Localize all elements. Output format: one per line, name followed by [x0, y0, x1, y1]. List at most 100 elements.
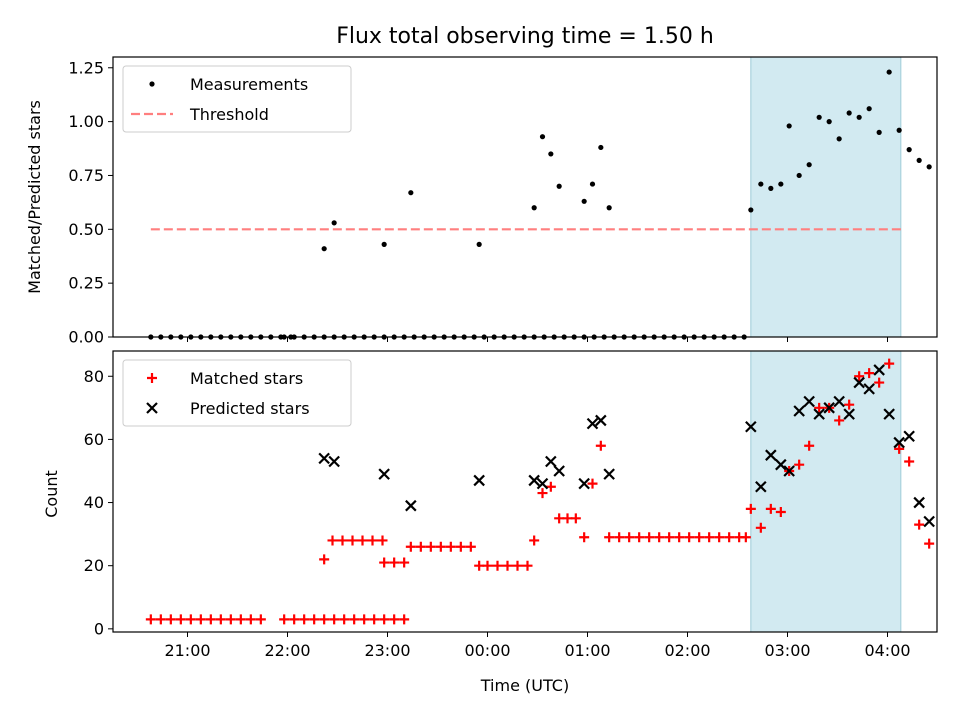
matched-star-point	[794, 459, 805, 470]
legend-x-marker	[146, 402, 158, 414]
measurement-point	[606, 205, 612, 211]
matched-star-point	[465, 541, 476, 552]
matched-star-point	[319, 554, 330, 565]
matched-star-point	[155, 614, 166, 625]
matched-star-point	[664, 532, 675, 543]
matched-star-point	[327, 535, 338, 546]
top-y-axis-label: Matched/Predicted stars	[25, 100, 44, 294]
y-tick-label: 1.00	[68, 112, 104, 131]
matched-star-point	[492, 560, 503, 571]
matched-star-point	[369, 614, 380, 625]
legend: Measurements Threshold	[122, 65, 352, 133]
measurement-point	[381, 241, 387, 247]
predicted-star-point	[863, 383, 875, 395]
x-tick-label: 00:00	[464, 641, 510, 660]
matched-star-point	[914, 519, 925, 530]
observing-window-shade	[750, 350, 902, 633]
legend: Matched stars Predicted stars	[122, 359, 352, 427]
measurement-point	[598, 144, 604, 151]
predicted-star-point	[843, 408, 855, 420]
matched-star-point	[279, 614, 290, 625]
matched-star-point	[634, 532, 645, 543]
legend-plus-marker	[147, 373, 157, 383]
predicted-star-point	[378, 468, 390, 480]
matched-star-point	[884, 358, 895, 369]
matched-star-point	[359, 614, 370, 625]
predicted-star-point	[578, 477, 590, 490]
matched-star-point	[814, 402, 825, 413]
matched-star-point	[415, 541, 426, 552]
predicted-star-point	[745, 420, 757, 433]
measurement-point	[926, 164, 932, 170]
matched-star-point	[694, 532, 705, 543]
matched-star-point	[339, 614, 350, 625]
matched-star-point	[357, 535, 368, 546]
matched-star-point	[537, 488, 548, 499]
matched-star-point	[235, 614, 246, 625]
legend-dot-marker	[149, 81, 155, 87]
matched-star-point	[704, 532, 715, 543]
measurement-point	[876, 129, 882, 135]
measurement-point	[846, 110, 852, 116]
measurement-point	[321, 246, 327, 252]
matched-star-point	[309, 614, 320, 625]
predicted-star-point	[883, 408, 895, 420]
matched-star-point	[289, 614, 300, 625]
measurement-point	[331, 220, 337, 226]
legend-label: Predicted stars	[190, 399, 310, 418]
measurement-point	[886, 69, 892, 75]
matched-star-point	[587, 478, 598, 489]
predicted-star-point	[553, 465, 565, 477]
matched-star-point	[684, 532, 695, 543]
matched-star-point	[614, 532, 625, 543]
legend-label: Matched stars	[190, 369, 303, 388]
matched-star-point	[165, 614, 176, 625]
matched-star-point	[175, 614, 186, 625]
predicted-star-point	[545, 455, 557, 468]
legend-box	[122, 359, 352, 427]
x-tick-label: 21:00	[164, 641, 210, 660]
measurement-point	[896, 127, 902, 133]
matched-star-point	[205, 614, 216, 625]
matched-star-point	[529, 535, 540, 546]
predicted-star-point	[793, 405, 805, 417]
matched-star-point	[185, 614, 196, 625]
axes-frame	[112, 56, 938, 338]
matched-star-point	[399, 557, 410, 568]
measurement-point	[476, 241, 482, 247]
measurement-point	[906, 147, 912, 153]
x-tick-label: 01:00	[564, 641, 610, 660]
matched-star-point	[775, 507, 786, 518]
measurement-point	[866, 106, 872, 112]
predicted-star-point	[473, 474, 485, 487]
legend-box	[122, 65, 352, 133]
predicted-star-point	[765, 449, 777, 461]
y-tick-label: 80	[84, 367, 104, 386]
measurement-point	[786, 123, 792, 129]
predicted-star-point	[813, 408, 825, 420]
predicted-star-point	[586, 417, 599, 430]
matched-star-point	[924, 538, 935, 549]
matched-star-point	[245, 614, 256, 625]
matched-star-point	[145, 614, 156, 625]
matched-star-point	[349, 614, 360, 625]
matched-star-point	[624, 532, 635, 543]
matched-star-point	[377, 535, 388, 546]
matched-star-point	[522, 560, 533, 571]
x-tick-label: 22:00	[264, 641, 310, 660]
y-tick-label: 0.75	[68, 166, 104, 185]
measurement-point	[796, 172, 802, 179]
matched-star-point	[502, 560, 513, 571]
y-tick-label: 40	[84, 493, 104, 512]
y-tick-label: 0.00	[68, 328, 104, 347]
predicted-star-point	[803, 395, 815, 408]
y-tick-label: 20	[84, 556, 104, 575]
predicted-star-point	[833, 395, 845, 408]
measurement-point	[581, 198, 587, 204]
measurement-point	[816, 114, 822, 120]
predicted-star-point	[913, 496, 925, 509]
matched-star-point	[379, 557, 390, 568]
matched-star-point	[455, 541, 466, 552]
matched-star-point	[740, 532, 751, 543]
